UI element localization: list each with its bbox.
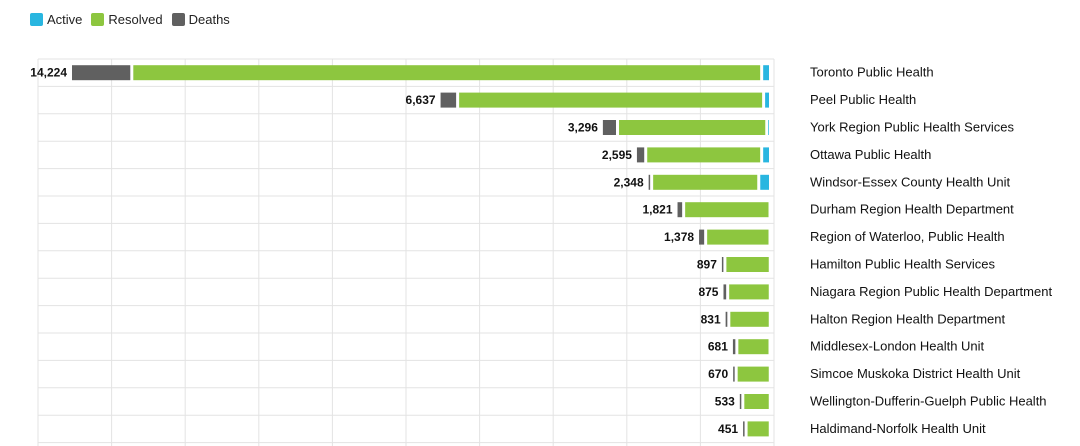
category-label: York Region Public Health Services: [810, 120, 1015, 135]
category-label: Peel Public Health: [810, 92, 916, 107]
category-label: Simcoe Muskoka District Health Unit: [810, 366, 1021, 381]
total-label: 897: [697, 258, 717, 272]
bar-deaths: [733, 366, 735, 382]
bar-active: [768, 120, 769, 135]
bar-deaths: [723, 284, 727, 300]
bar-active: [760, 174, 769, 190]
bar-resolved: [738, 339, 769, 355]
category-label: Wellington-Dufferin-Guelph Public Health: [810, 394, 1047, 409]
category-label: Windsor-Essex County Health Unit: [810, 174, 1011, 189]
category-label: Niagara Region Public Health Department: [810, 284, 1052, 299]
bar-resolved: [618, 120, 766, 135]
bar-active: [763, 65, 769, 81]
bar-resolved: [729, 284, 769, 300]
bar-deaths: [602, 120, 616, 135]
bar-resolved: [737, 366, 769, 382]
total-label: 1,378: [664, 230, 694, 244]
bar-deaths: [743, 421, 745, 437]
total-label: 831: [701, 312, 721, 326]
category-label: Middlesex-London Health Unit: [810, 339, 985, 354]
total-label: 2,348: [614, 175, 644, 189]
total-label: 451: [718, 422, 738, 436]
legend-label-deaths: Deaths: [188, 12, 230, 27]
legend-item-resolved[interactable]: Resolved: [91, 12, 163, 27]
category-label: Region of Waterloo, Public Health: [810, 229, 1005, 244]
bar-resolved: [685, 202, 769, 218]
category-label: Haldimand-Norfolk Health Unit: [810, 421, 986, 436]
bar-active: [765, 92, 769, 108]
bar-deaths: [677, 202, 683, 218]
total-label: 2,595: [602, 148, 632, 162]
total-label: 3,296: [568, 121, 598, 135]
legend-label-active: Active: [47, 12, 83, 27]
legend-swatch-resolved: [91, 13, 105, 26]
bar-deaths: [732, 339, 736, 355]
total-label: 875: [698, 285, 718, 299]
bar-resolved: [653, 174, 758, 190]
legend-item-active[interactable]: Active: [30, 12, 82, 27]
bar-resolved: [744, 394, 769, 409]
bar-deaths: [648, 174, 651, 190]
total-label: 681: [708, 340, 728, 354]
total-label: 533: [715, 395, 735, 409]
category-label: Durham Region Health Department: [810, 202, 1014, 217]
grid: [37, 58, 775, 446]
bar-resolved: [459, 92, 763, 108]
bar-deaths: [725, 311, 728, 327]
category-label: Toronto Public Health: [810, 65, 934, 80]
bar-deaths: [440, 92, 457, 108]
bar-deaths: [721, 257, 724, 272]
bar-resolved: [730, 311, 769, 327]
bar-deaths: [739, 394, 742, 409]
chart-legend: Active Resolved Deaths: [30, 12, 239, 27]
total-label: 6,637: [406, 93, 436, 107]
bar-deaths: [72, 65, 131, 81]
bar-resolved: [647, 147, 761, 163]
bar-resolved: [726, 257, 769, 272]
total-label: 1,821: [643, 203, 673, 217]
bar-active: [763, 147, 769, 163]
legend-item-deaths[interactable]: Deaths: [171, 12, 230, 27]
legend-swatch-deaths: [171, 13, 185, 26]
legend-swatch-active: [30, 13, 43, 26]
total-label: 14,224: [30, 66, 67, 80]
bar-deaths: [636, 147, 645, 163]
bar-resolved: [747, 421, 769, 437]
bar-deaths: [699, 229, 705, 245]
bar-resolved: [707, 229, 769, 245]
category-label: Halton Region Health Department: [810, 311, 1005, 326]
category-label: Ottawa Public Health: [810, 147, 931, 162]
total-label: 670: [708, 367, 728, 381]
category-label: Hamilton Public Health Services: [810, 257, 995, 272]
bar-resolved: [133, 65, 761, 81]
legend-label-resolved: Resolved: [108, 12, 163, 27]
